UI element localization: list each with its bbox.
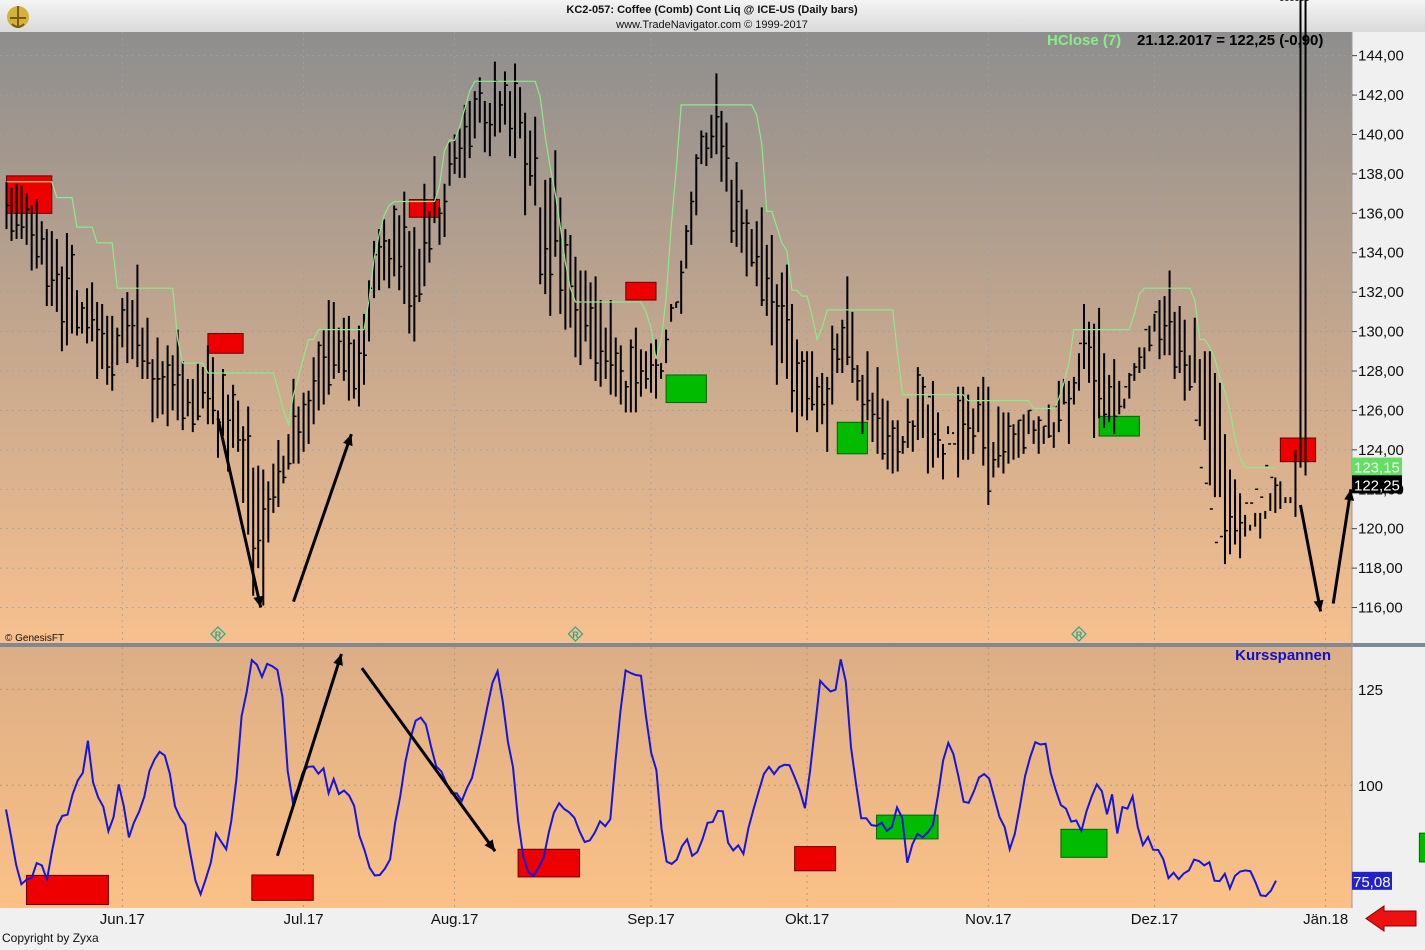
indicator-green-zone-box bbox=[1060, 828, 1108, 858]
logo-icon bbox=[7, 6, 29, 28]
indicator-red-zone-box bbox=[25, 874, 109, 906]
indicator-red-zone-box bbox=[517, 848, 581, 878]
x-tick-label: Jun.17 bbox=[100, 911, 145, 928]
copyright: Copyright by Zyxa bbox=[2, 931, 99, 945]
y-tick-label: 140,00 bbox=[1358, 126, 1404, 143]
y-tick-label: 134,00 bbox=[1358, 245, 1404, 262]
indicator-pane bbox=[0, 647, 1352, 908]
price-arrow bbox=[1331, 489, 1353, 604]
indicator-green-zone-box bbox=[876, 814, 939, 840]
scroll-right-arrow-icon[interactable] bbox=[1365, 905, 1417, 932]
r-marker-icon bbox=[1071, 626, 1087, 642]
r-marker-label: R bbox=[215, 630, 222, 640]
y-tick-label: 142,00 bbox=[1358, 87, 1404, 104]
indicator-arrow bbox=[275, 653, 343, 857]
indicator-red-zone-box bbox=[251, 874, 314, 901]
x-tick-label: Dez.17 bbox=[1131, 911, 1179, 928]
price-arrow-head bbox=[1344, 489, 1355, 501]
kursspannen-last-value: 75,08 bbox=[1353, 874, 1391, 891]
y-tick-label: 126,00 bbox=[1358, 402, 1404, 419]
indicator-green-zone-box bbox=[1418, 832, 1425, 863]
x-tick-label: Jän.18 bbox=[1303, 911, 1348, 928]
price-arrow-head bbox=[1313, 599, 1324, 612]
chart-title: KC2-057: Coffee (Comb) Cont Liq @ ICE-US… bbox=[566, 4, 858, 16]
price-arrow-head bbox=[343, 434, 353, 447]
price-arrow bbox=[216, 417, 263, 608]
y-tick-label: 132,00 bbox=[1358, 284, 1404, 301]
indicator-arrow-head bbox=[333, 653, 343, 666]
price-arrow bbox=[1299, 504, 1323, 612]
price-arrow-head bbox=[253, 595, 264, 608]
x-tick-label: Jul.17 bbox=[284, 911, 324, 928]
x-tick-label: Nov.17 bbox=[965, 911, 1011, 928]
green-zone-box bbox=[1098, 415, 1140, 437]
y-tick-label: 118,00 bbox=[1358, 560, 1403, 577]
r-marker-icon bbox=[567, 626, 584, 642]
close-last-value-box bbox=[1352, 475, 1402, 494]
legend-hclose-value: 21.12.2017 = 122,25 (-0,90) bbox=[1137, 32, 1323, 49]
green-zone-box bbox=[665, 374, 707, 404]
kursspannen-line bbox=[5, 658, 1277, 898]
hclose-last-value-box bbox=[1352, 457, 1402, 476]
hclose-line bbox=[6, 80, 1276, 469]
y-tick-label: 120,00 bbox=[1358, 521, 1404, 538]
price-arrow bbox=[292, 433, 353, 603]
kursspannen-last-value-box bbox=[1352, 871, 1392, 890]
hclose-last-value: 123,15 bbox=[1354, 460, 1400, 477]
y-tick-label: 138,00 bbox=[1358, 166, 1404, 183]
red-zone-box bbox=[207, 333, 244, 354]
red-zone-box bbox=[1279, 437, 1317, 463]
y-tick-label: 116,00 bbox=[1358, 600, 1403, 617]
y-tick-label: 144,00 bbox=[1358, 48, 1404, 65]
y-tick-label: 124,00 bbox=[1358, 442, 1404, 459]
legend-kursspannen: Kursspannen bbox=[1235, 647, 1331, 664]
r-marker-label: R bbox=[572, 630, 579, 640]
indicator-y-tick-label: 100 bbox=[1358, 778, 1383, 795]
red-zone-box bbox=[625, 281, 657, 301]
indicator-arrow-head bbox=[484, 839, 496, 852]
y-tick-label: 128,00 bbox=[1358, 363, 1404, 380]
pane-splitter[interactable] bbox=[0, 643, 1425, 647]
y-tick-label: 136,00 bbox=[1358, 205, 1404, 222]
close-last-value: 122,25 bbox=[1354, 477, 1400, 494]
watermark: © GenesisFT bbox=[5, 633, 64, 644]
r-marker-icon bbox=[210, 626, 226, 642]
indicator-y-tick-label: 125 bbox=[1358, 682, 1383, 699]
x-tick-label: Aug.17 bbox=[431, 911, 479, 928]
indicator-arrow bbox=[360, 667, 497, 853]
y-tick-label: 130,00 bbox=[1358, 324, 1404, 341]
indicator-red-zone-box bbox=[794, 846, 837, 872]
legend-hclose-name: HClose (7) bbox=[1047, 32, 1121, 49]
header-bar bbox=[0, 0, 1425, 32]
chart-subtitle: www.TradeNavigator.com © 1999-2017 bbox=[615, 19, 808, 31]
x-tick-label: Okt.17 bbox=[785, 911, 829, 928]
r-marker-label: R bbox=[1076, 630, 1083, 640]
x-tick-label: Sep.17 bbox=[627, 911, 675, 928]
